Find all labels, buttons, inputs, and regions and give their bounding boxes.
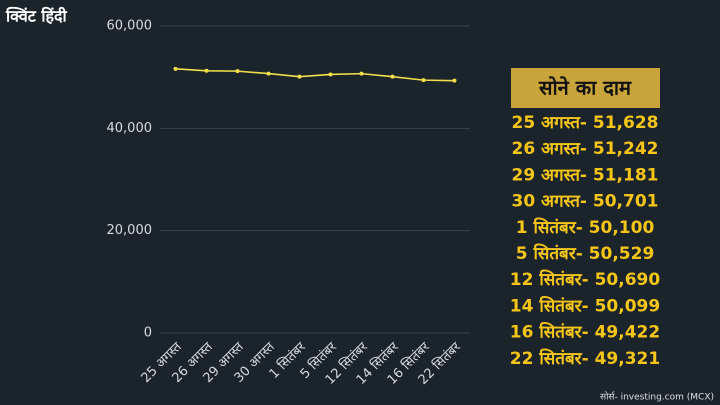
price-item: 29 अगस्त- 51,181: [511, 165, 658, 185]
price-item: 30 अगस्त- 50,701: [511, 192, 658, 212]
y-tick-label: 60,000: [107, 19, 153, 34]
source: सोर्स- investing.com (MCX): [600, 391, 714, 403]
point: [328, 72, 333, 77]
y-tick-label: 20,000: [107, 223, 153, 238]
price-item: 25 अगस्त- 51,628: [511, 113, 658, 133]
point: [452, 78, 457, 83]
line: [175, 68, 455, 82]
point: [266, 71, 271, 76]
point: [390, 74, 395, 79]
point: [297, 74, 302, 79]
price-item: 22 सितंबर- 49,321: [510, 348, 660, 369]
price-item: 12 सितंबर- 50,690: [510, 269, 661, 290]
logo: क्विंट हिंदी: [5, 7, 68, 26]
y-tick-label: 40,000: [107, 121, 153, 136]
point: [421, 78, 426, 83]
point: [235, 69, 240, 74]
point: [204, 68, 209, 73]
point: [173, 66, 178, 71]
price-item: 14 सितंबर- 50,099: [510, 295, 660, 316]
price-title: सोने का दाम: [538, 76, 632, 100]
price-item: 26 अगस्त- 51,242: [511, 139, 658, 159]
price-item: 16 सितंबर- 49,422: [510, 322, 660, 343]
y-tick-label: 0: [144, 326, 152, 341]
price-title-box: [511, 68, 660, 108]
price-item: 1 सितंबर- 50,100: [516, 217, 655, 238]
point: [359, 71, 364, 76]
price-item: 5 सितंबर- 50,529: [516, 243, 655, 264]
